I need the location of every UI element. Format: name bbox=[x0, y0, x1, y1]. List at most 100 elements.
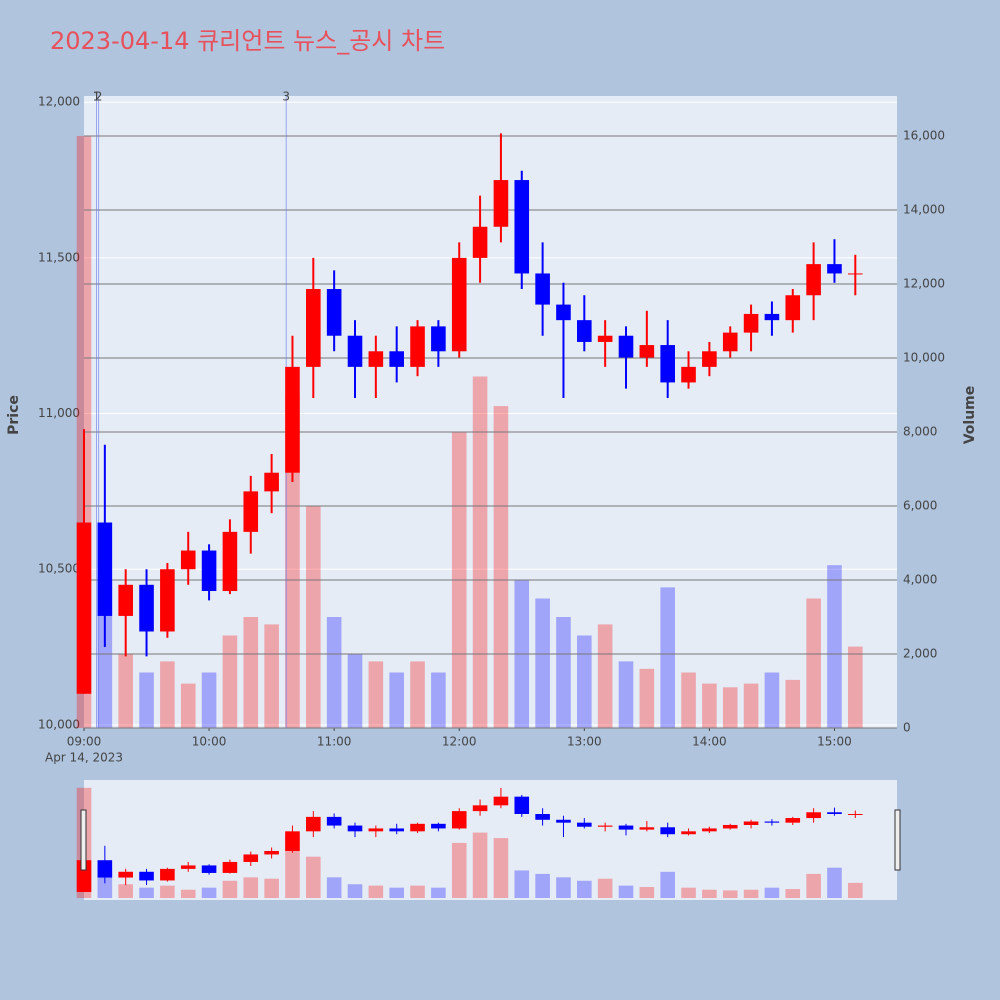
volume-bar bbox=[243, 616, 259, 728]
slider-volume bbox=[806, 873, 821, 898]
y-tick-label: 10,000 bbox=[38, 717, 80, 731]
y-tick-label: 11,000 bbox=[38, 406, 80, 420]
slider-volume bbox=[347, 884, 363, 898]
slider-body bbox=[639, 827, 655, 830]
slider-body bbox=[785, 818, 801, 823]
candle-body bbox=[848, 273, 863, 275]
slider-volume bbox=[848, 882, 863, 898]
annotation-label: 2 bbox=[95, 90, 103, 104]
slider-body bbox=[597, 825, 613, 827]
slider-volume bbox=[597, 878, 613, 898]
candle-body bbox=[660, 345, 675, 383]
volume-bar bbox=[431, 672, 446, 728]
y2-tick-label: 12,000 bbox=[903, 276, 945, 290]
volume-bar bbox=[222, 635, 238, 728]
volume-bar bbox=[597, 624, 613, 728]
slider-body bbox=[222, 861, 238, 873]
slider-volume bbox=[743, 889, 759, 898]
candle-body bbox=[681, 366, 696, 383]
volume-bar bbox=[556, 616, 571, 728]
candle-body bbox=[243, 491, 259, 532]
candle-body bbox=[806, 264, 821, 296]
slider-volume bbox=[139, 887, 154, 898]
volume-bar bbox=[639, 668, 655, 728]
volume-bar bbox=[180, 683, 196, 728]
annotation-label: 3 bbox=[282, 90, 290, 104]
slider-volume bbox=[160, 885, 175, 898]
slider-body bbox=[493, 796, 509, 806]
slider-body bbox=[681, 831, 696, 835]
slider-handle[interactable] bbox=[894, 809, 901, 871]
slider-body bbox=[743, 821, 759, 825]
candle-body bbox=[451, 257, 467, 352]
volume-bar bbox=[326, 616, 342, 728]
volume-bar bbox=[410, 661, 425, 728]
candle-body bbox=[264, 472, 279, 492]
candle-body bbox=[597, 335, 613, 342]
slider-body bbox=[139, 871, 154, 881]
volume-bar bbox=[160, 661, 175, 728]
slider-volume bbox=[764, 887, 780, 898]
slider-volume bbox=[431, 887, 446, 898]
y2-tick-label: 16,000 bbox=[903, 128, 945, 142]
slider-volume bbox=[97, 870, 113, 898]
slider-volume bbox=[118, 884, 133, 898]
slider-handle[interactable] bbox=[80, 809, 87, 871]
x-tick-label: 12:00 bbox=[442, 735, 477, 749]
volume-bar bbox=[743, 683, 759, 728]
candle-body bbox=[76, 522, 92, 694]
volume-bar bbox=[118, 653, 133, 728]
slider-body bbox=[702, 828, 717, 832]
slider-body bbox=[368, 828, 384, 832]
slider-volume bbox=[514, 870, 530, 898]
slider-body bbox=[160, 868, 175, 881]
candle-body bbox=[535, 273, 550, 305]
volume-bar bbox=[139, 672, 154, 728]
slider-volume bbox=[493, 838, 509, 898]
slider-body bbox=[201, 865, 217, 873]
slider-body bbox=[306, 816, 321, 832]
slider-volume bbox=[326, 877, 342, 898]
volume-bar bbox=[472, 376, 488, 728]
volume-bar bbox=[285, 394, 300, 728]
x-tick-label: 15:00 bbox=[817, 735, 852, 749]
slider-body bbox=[660, 827, 675, 835]
volume-bar bbox=[681, 672, 696, 728]
slider-body bbox=[76, 860, 92, 892]
volume-bar bbox=[306, 505, 321, 728]
slider-volume bbox=[180, 889, 196, 898]
candle-body bbox=[493, 180, 509, 227]
candle-body bbox=[410, 326, 425, 367]
candle-body bbox=[764, 313, 780, 321]
slider-body bbox=[577, 822, 592, 827]
candle-body bbox=[160, 569, 175, 632]
volume-bar bbox=[201, 672, 217, 728]
volume-bar bbox=[389, 672, 404, 728]
range-slider[interactable] bbox=[84, 780, 897, 900]
volume-bar bbox=[702, 683, 717, 728]
y2-tick-label: 4,000 bbox=[903, 572, 937, 586]
candle-body bbox=[306, 289, 321, 367]
slider-body bbox=[806, 812, 821, 819]
slider-body bbox=[535, 814, 550, 820]
candle-body bbox=[514, 180, 530, 274]
plot-area bbox=[84, 96, 897, 728]
slider-volume bbox=[472, 832, 488, 898]
slider-volume bbox=[681, 887, 696, 898]
y2-axis-title: Volume bbox=[962, 386, 978, 445]
slider-body bbox=[97, 860, 113, 878]
y-tick-label: 11,500 bbox=[38, 250, 80, 264]
volume-bar bbox=[806, 598, 821, 728]
slider-volume bbox=[222, 880, 238, 898]
slider-body bbox=[389, 828, 404, 832]
candle-body bbox=[97, 522, 113, 616]
candle-body bbox=[639, 345, 655, 358]
candle-body bbox=[618, 335, 634, 358]
candle-body bbox=[389, 351, 404, 367]
y2-tick-label: 6,000 bbox=[903, 498, 937, 512]
x-tick-label: 10:00 bbox=[192, 735, 227, 749]
candle-body bbox=[222, 531, 238, 592]
slider-body bbox=[827, 812, 842, 814]
y-tick-label: 10,500 bbox=[38, 562, 80, 576]
